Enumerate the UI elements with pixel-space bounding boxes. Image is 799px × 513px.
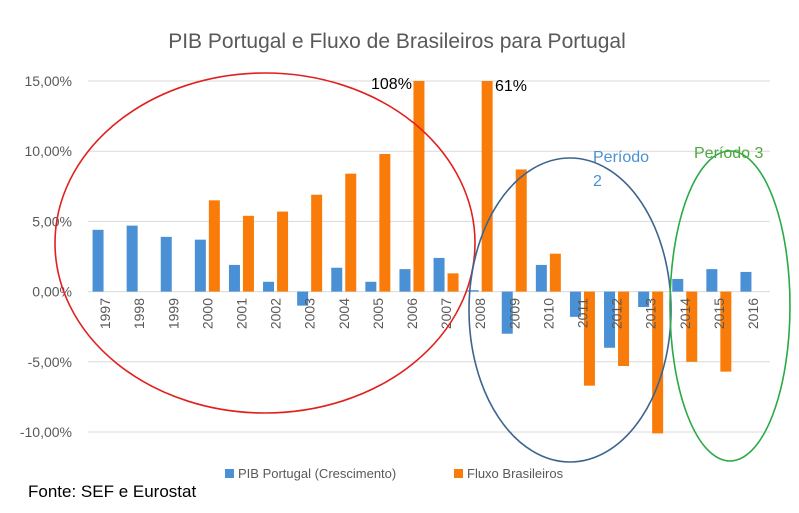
bar-pib-2012 — [604, 291, 616, 348]
x-tick-label: 1997 — [97, 298, 113, 329]
x-tick-label: 2011 — [574, 298, 590, 328]
bar-fluxo-2011 — [583, 291, 595, 386]
y-tick-label: -10,00% — [20, 424, 72, 440]
bar-fluxo-2012 — [618, 291, 630, 367]
bar-fluxo-2013 — [652, 291, 664, 434]
periodo-2-ellipse — [468, 157, 672, 463]
annotation-108: 108% — [371, 76, 412, 93]
x-tick-label: 2008 — [472, 298, 488, 329]
bar-fluxo-2000 — [208, 200, 220, 292]
x-tick-label: 2002 — [268, 298, 284, 329]
periodo-1-ellipse — [54, 72, 476, 414]
y-tick-label: 15,00% — [25, 73, 72, 89]
annotation-periodo-2-number: 2 — [593, 173, 602, 190]
x-tick-label: 2000 — [199, 298, 215, 329]
annotation-61: 61% — [495, 78, 527, 95]
y-tick-label: 10,00% — [25, 143, 72, 159]
x-tick-label: 2015 — [711, 298, 727, 329]
annotation-periodo-2: Período — [593, 149, 649, 166]
bar-pib-2006 — [399, 269, 411, 292]
bar-pib-2011 — [569, 291, 581, 317]
x-tick-label: 2006 — [404, 298, 420, 329]
bar-pib-2000 — [194, 239, 206, 292]
x-tick-label: 2007 — [438, 298, 454, 329]
y-tick-label: 5,00% — [32, 213, 72, 229]
bar-pib-2013 — [638, 291, 650, 308]
bar-pib-2009 — [501, 291, 513, 334]
bar-pib-2001 — [228, 264, 240, 292]
bar-fluxo-2008 — [481, 81, 493, 292]
annotation-periodo-3: Período 3 — [694, 145, 763, 162]
x-tick-label: 2001 — [233, 298, 249, 329]
x-tick-label: 2014 — [677, 298, 693, 329]
bar-fluxo-2004 — [345, 173, 357, 292]
bar-pib-1997 — [92, 229, 104, 292]
bar-pib-2003 — [297, 291, 309, 306]
bar-fluxo-2002 — [277, 211, 289, 292]
legend-swatch-fluxo — [454, 469, 463, 478]
bar-fluxo-2014 — [686, 291, 698, 362]
bar-pib-2004 — [331, 267, 343, 292]
bar-pib-2014 — [672, 278, 684, 292]
bar-fluxo-2010 — [549, 253, 561, 292]
x-tick-label: 2010 — [540, 298, 556, 329]
bar-pib-2010 — [535, 264, 547, 292]
bar-pib-2005 — [365, 281, 377, 292]
bar-pib-2002 — [263, 281, 275, 292]
bar-pib-1999 — [160, 236, 172, 292]
bar-pib-2015 — [706, 269, 718, 292]
bar-fluxo-2007 — [447, 273, 459, 292]
x-tick-label: 1999 — [165, 298, 181, 329]
x-tick-label: 2003 — [302, 298, 318, 329]
x-tick-label: 1998 — [131, 298, 147, 329]
periodo-3-ellipse — [669, 150, 791, 462]
bar-fluxo-2015 — [720, 291, 732, 372]
bar-fluxo-2001 — [242, 215, 254, 292]
x-tick-label: 2004 — [336, 298, 352, 329]
x-tick-label: 2012 — [609, 298, 625, 329]
legend-label-fluxo: Fluxo Brasileiros — [467, 466, 564, 481]
legend-label-pib: PIB Portugal (Crescimento) — [238, 466, 396, 481]
x-tick-label: 2016 — [745, 298, 761, 329]
bar-pib-1998 — [126, 225, 138, 292]
bar-fluxo-2009 — [515, 169, 527, 292]
legend: PIB Portugal (Crescimento) Fluxo Brasile… — [225, 466, 564, 481]
bar-pib-2007 — [433, 257, 445, 292]
source-note: Fonte: SEF e Eurostat — [28, 482, 196, 501]
chart-title: PIB Portugal e Fluxo de Brasileiros para… — [168, 30, 626, 53]
y-tick-label: -5,00% — [28, 354, 72, 370]
legend-swatch-pib — [225, 469, 234, 478]
bar-pib-2016 — [740, 271, 752, 292]
x-tick-label: 2013 — [643, 298, 659, 329]
x-tick-label: 2009 — [506, 298, 522, 329]
x-tick-label: 2005 — [370, 298, 386, 329]
bar-pib-2008 — [467, 290, 479, 292]
bar-fluxo-2005 — [379, 154, 391, 292]
bar-fluxo-2006 — [413, 81, 425, 292]
bar-fluxo-2003 — [311, 194, 323, 292]
